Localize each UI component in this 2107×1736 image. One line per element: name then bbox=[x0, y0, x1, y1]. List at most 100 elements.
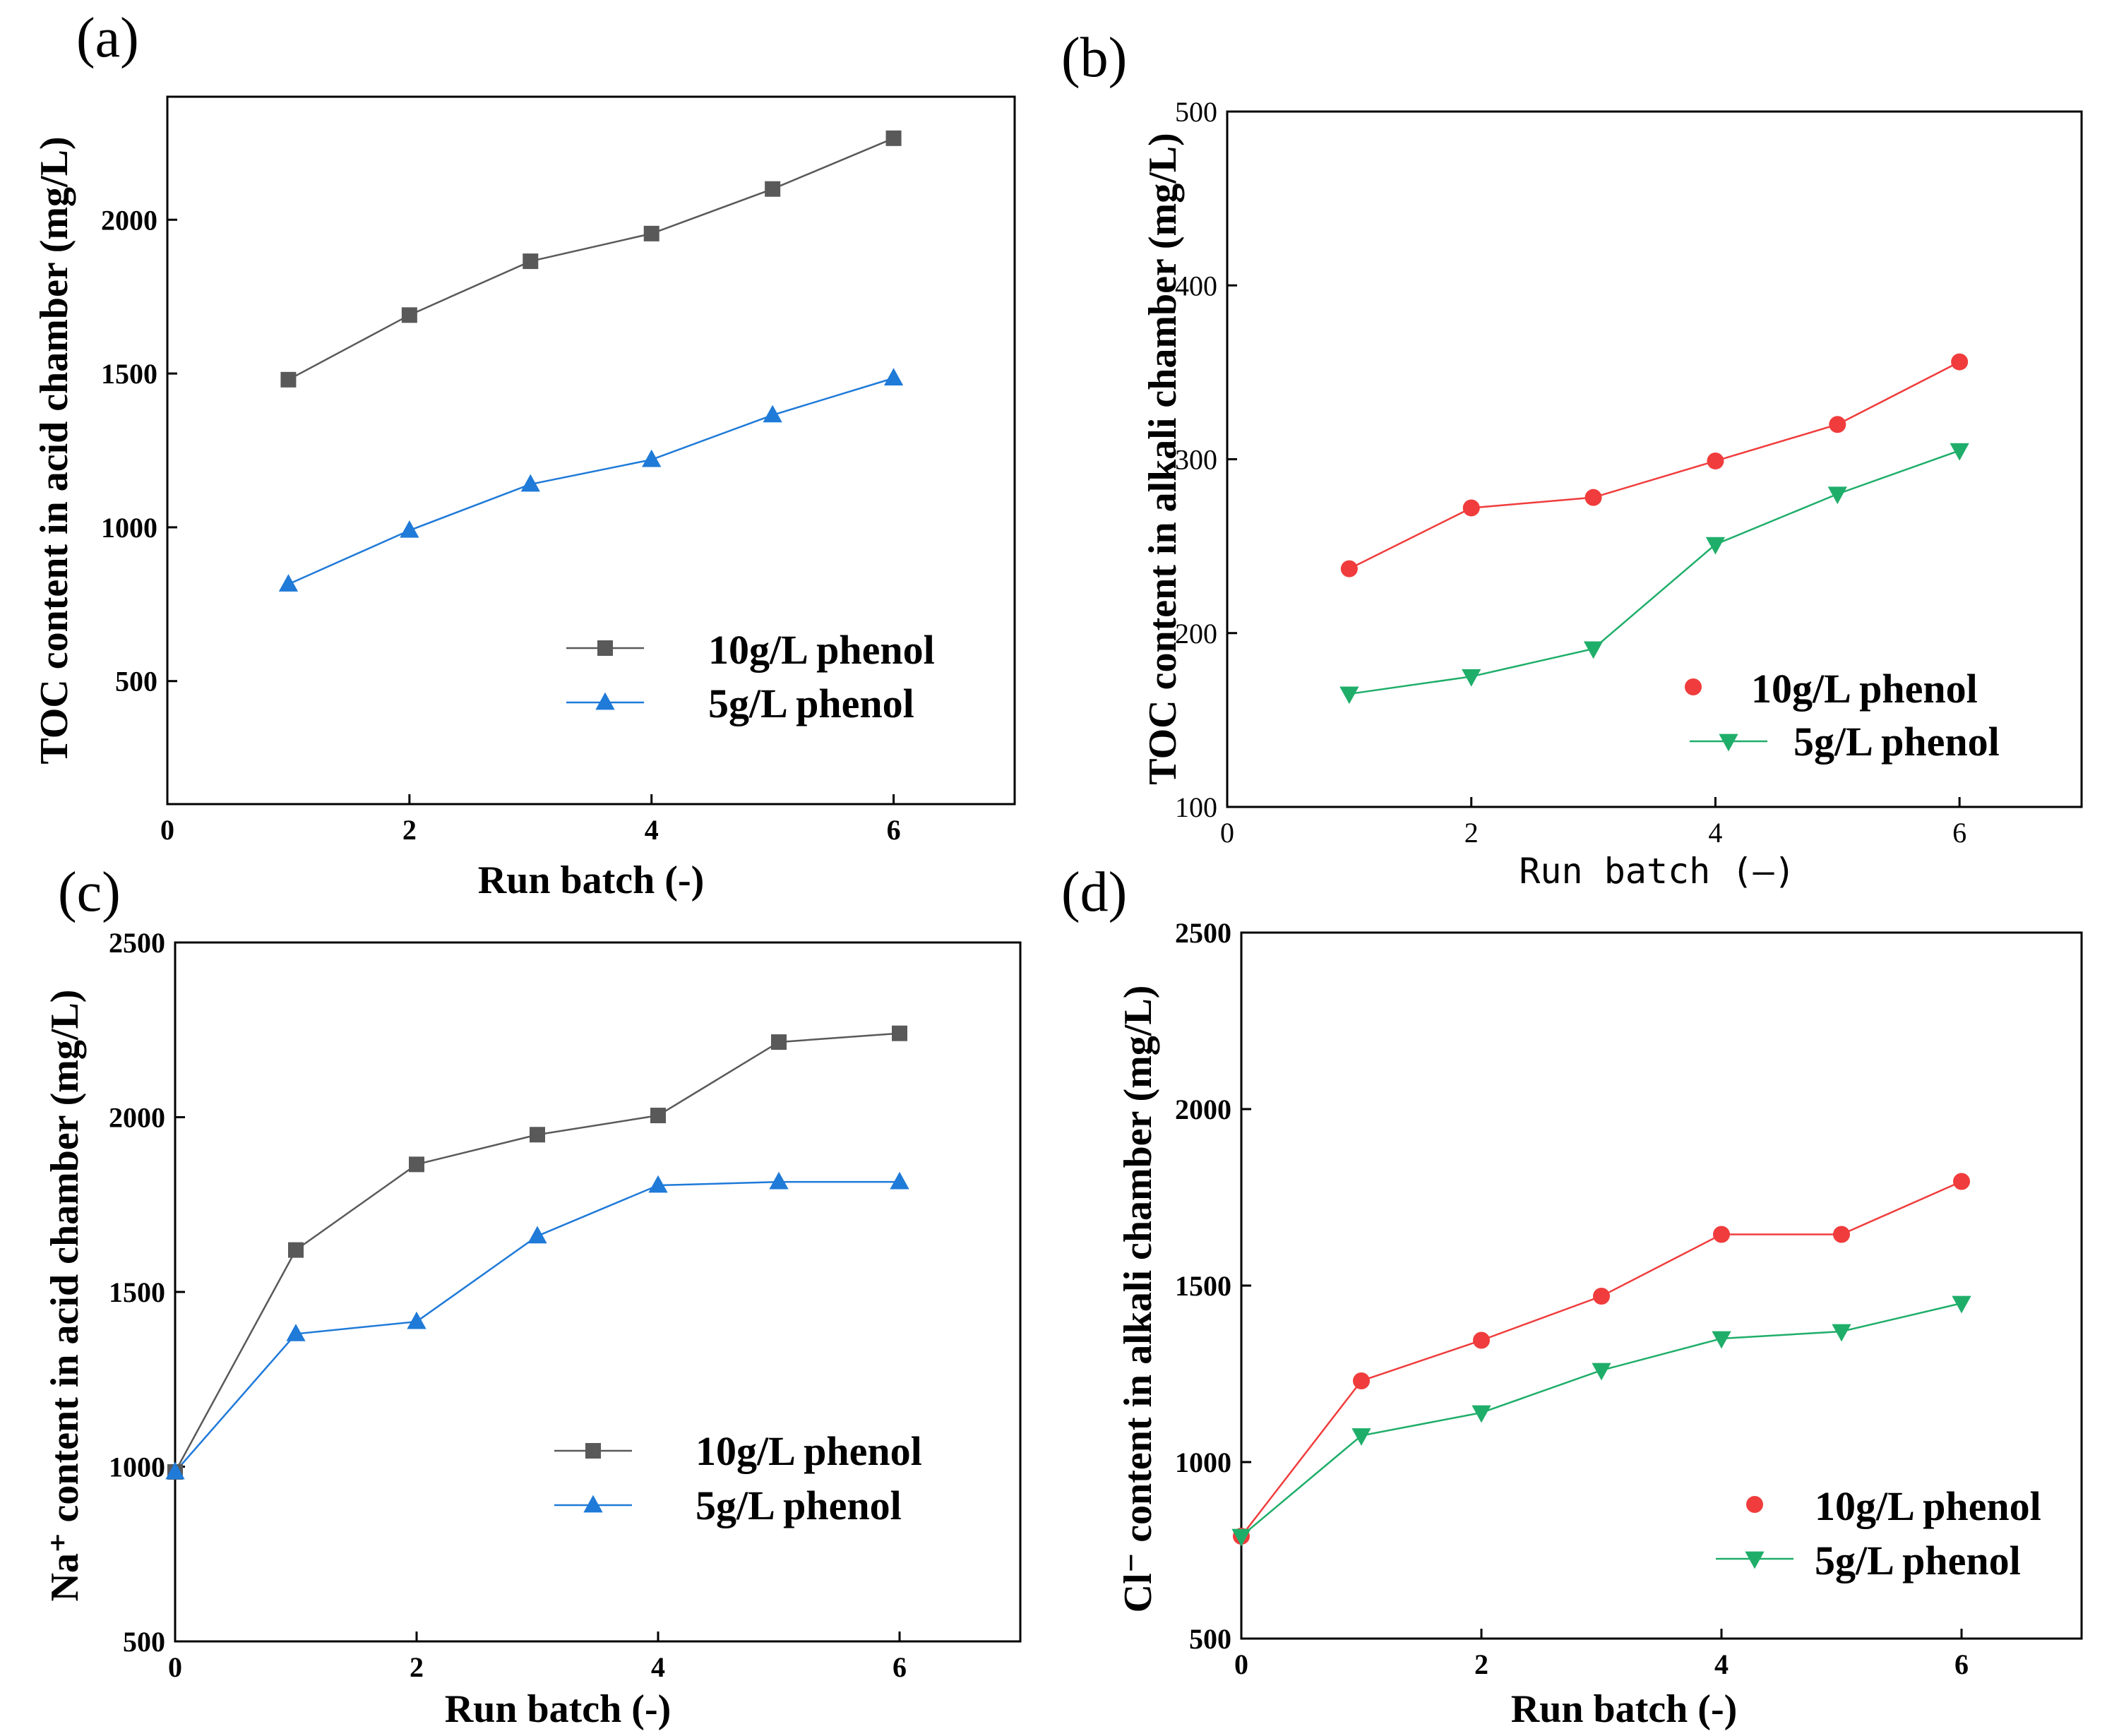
panel-b-y-tick-label: 400 bbox=[1175, 270, 1217, 301]
panel-d-data-point bbox=[1593, 1288, 1610, 1305]
panel-b-data-point bbox=[1705, 537, 1726, 555]
panel-b-series-line-1 bbox=[1349, 450, 1960, 695]
panel-b-ticks: 0 2 4 6 100 200 300 400 500 bbox=[1175, 96, 1966, 849]
panel-c-legend: 10g/L phenol 5g/L phenol bbox=[554, 1428, 922, 1528]
panel-b-x-axis-title: Run batch (–) bbox=[1519, 851, 1795, 892]
panel-d-y-axis-title: Cl⁻ content in alkali chamber (mg/L) bbox=[1116, 986, 1160, 1613]
panel-a-x-tick-label: 0 bbox=[160, 814, 174, 846]
panel-c-y-tick-label: 1000 bbox=[109, 1451, 165, 1483]
panel-a-markers bbox=[278, 130, 904, 592]
panel-b-x-tick-label: 4 bbox=[1708, 817, 1722, 849]
panel-c-data-point bbox=[165, 1461, 185, 1480]
panel-a-data-point bbox=[520, 474, 540, 492]
panel-b-y-tick-label: 300 bbox=[1175, 444, 1217, 476]
panel-c-y-tick-label: 2500 bbox=[109, 927, 165, 959]
panel-b-data-point bbox=[1339, 686, 1359, 705]
panel-c-y-tick-label: 1500 bbox=[109, 1276, 165, 1308]
panel-b-y-tick-label: 500 bbox=[1175, 96, 1217, 128]
panel-d-data-point bbox=[1473, 1331, 1490, 1349]
panel-b-y-tick-label: 100 bbox=[1175, 791, 1217, 823]
panel-d-legend-marker bbox=[1746, 1496, 1763, 1513]
panel-b-data-point bbox=[1951, 353, 1969, 371]
panel-b-data-point bbox=[1707, 452, 1724, 469]
panel-a-plot-frame bbox=[166, 95, 1016, 806]
panel-b-data-point bbox=[1340, 560, 1358, 577]
panel-b-label: (b) bbox=[1061, 27, 1127, 89]
panel-d-ticks: 0 2 4 6 500 1000 1500 2000 2500 bbox=[1175, 917, 1969, 1680]
panel-a-data-point bbox=[400, 520, 419, 538]
panel-b-data-point bbox=[1827, 486, 1847, 505]
panel-c-y-tick-label: 2000 bbox=[109, 1102, 165, 1134]
panel-a-x-tick-label: 6 bbox=[887, 814, 901, 846]
panel-d-legend-marker bbox=[1745, 1551, 1765, 1569]
panel-d-y-tick-label: 2000 bbox=[1175, 1094, 1231, 1125]
panel-d-y-tick-label: 1000 bbox=[1175, 1447, 1231, 1478]
panel-b-data-point bbox=[1462, 499, 1480, 517]
panel-d-data-point bbox=[1231, 1528, 1251, 1547]
panel-b-series-line-0 bbox=[1349, 361, 1960, 570]
panel-c-data-point bbox=[890, 1171, 909, 1190]
panel-c-legend-label-5g: 5g/L phenol bbox=[696, 1483, 902, 1528]
panel-c-y-tick-label: 500 bbox=[123, 1626, 165, 1658]
panel-a-data-point bbox=[643, 225, 659, 241]
panel-b-data-point bbox=[1462, 669, 1481, 687]
panel-d-x-axis-title: Run batch (-) bbox=[1511, 1687, 1737, 1731]
panel-c-data-point bbox=[527, 1226, 547, 1244]
panel-d-y-tick-label: 2500 bbox=[1175, 917, 1231, 949]
panel-c-y-axis-title: Na⁺ content in acid chamber (mg/L) bbox=[43, 990, 87, 1602]
panel-d-data-point bbox=[1832, 1324, 1851, 1342]
panel-a-label: (a) bbox=[76, 7, 139, 69]
panel-d-legend-symbol-10g bbox=[1746, 1496, 1763, 1513]
panel-d-data-point bbox=[1351, 1428, 1371, 1446]
panel-b-data-point bbox=[1829, 416, 1846, 433]
panel-c-data-point bbox=[769, 1171, 789, 1190]
panel-b-legend-label-5g: 5g/L phenol bbox=[1793, 719, 2000, 765]
panel-d-x-tick-label: 6 bbox=[1954, 1648, 1969, 1680]
panel-a-data-point bbox=[642, 449, 662, 467]
panel-d-label: (d) bbox=[1061, 861, 1127, 923]
panel-c-legend-symbol-10g bbox=[554, 1443, 632, 1459]
panel-a-data-point bbox=[280, 371, 297, 388]
panel-b-x-tick-label: 0 bbox=[1220, 817, 1234, 849]
panel-a-data-point bbox=[763, 405, 782, 423]
panel-c-legend-marker bbox=[583, 1495, 603, 1513]
panel-d-x-tick-label: 2 bbox=[1474, 1648, 1488, 1680]
panel-a-y-tick-label: 2000 bbox=[101, 204, 157, 236]
panel-c-legend-label-10g: 10g/L phenol bbox=[696, 1428, 922, 1474]
panel-a-ticks: 0 2 4 6 500 1000 1500 2000 bbox=[101, 204, 901, 846]
panel-b-data-point bbox=[1583, 641, 1604, 659]
panel-b-legend-marker bbox=[1719, 734, 1738, 752]
panel-c-x-tick-label: 6 bbox=[893, 1651, 907, 1683]
panel-c: (c) 0 2 4 6 500 1000 1500 2000 2500 Run batch (-… bbox=[43, 861, 1022, 1731]
panel-c-x-tick-label: 2 bbox=[410, 1651, 424, 1683]
panel-b-x-tick-label: 2 bbox=[1464, 817, 1479, 849]
panel-d-x-tick-label: 4 bbox=[1714, 1648, 1729, 1680]
panel-c-legend-symbol-5g bbox=[554, 1495, 632, 1513]
panel-a-legend-marker bbox=[595, 692, 615, 710]
panel-a: (a) 0 2 4 6 500 1000 1500 2000 Run batch (-) TO… bbox=[32, 7, 1016, 902]
panel-a-y-axis-title: TOC content in acid chamber (mg/L) bbox=[32, 136, 76, 764]
panel-a-lines bbox=[287, 137, 895, 585]
panel-a-legend-marker bbox=[597, 640, 613, 656]
panel-c-x-tick-label: 4 bbox=[651, 1651, 665, 1683]
panel-c-data-point bbox=[407, 1311, 426, 1329]
panel-b-markers bbox=[1339, 353, 1969, 705]
panel-b-lines bbox=[1349, 361, 1960, 695]
panel-c-data-point bbox=[892, 1025, 907, 1041]
panel-d-legend-symbol-5g bbox=[1716, 1551, 1793, 1569]
panel-c-data-point bbox=[648, 1175, 668, 1193]
panel-b-y-axis-title: TOC content in alkali chamber (mg/L) bbox=[1141, 133, 1185, 785]
panel-c-x-axis-title: Run batch (-) bbox=[445, 1687, 671, 1731]
panel-a-y-tick-label: 1000 bbox=[101, 512, 157, 544]
panel-a-data-point bbox=[523, 253, 539, 270]
panel-b-data-point bbox=[1584, 489, 1602, 506]
panel-a-data-point bbox=[885, 130, 902, 146]
panel-d-y-tick-label: 500 bbox=[1189, 1623, 1231, 1655]
panel-d-data-point bbox=[1353, 1372, 1370, 1389]
panel-c-series-line-0 bbox=[174, 1032, 900, 1473]
panel-b-legend-symbol-5g bbox=[1690, 734, 1767, 752]
panel-a-legend-label-5g: 5g/L phenol bbox=[708, 681, 914, 726]
panel-a-data-point bbox=[765, 181, 781, 197]
panel-d-data-point bbox=[1952, 1295, 1971, 1314]
